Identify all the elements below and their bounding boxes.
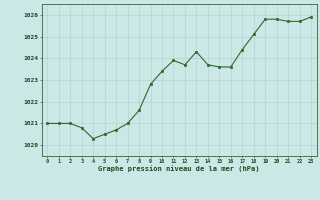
X-axis label: Graphe pression niveau de la mer (hPa): Graphe pression niveau de la mer (hPa) xyxy=(99,165,260,172)
